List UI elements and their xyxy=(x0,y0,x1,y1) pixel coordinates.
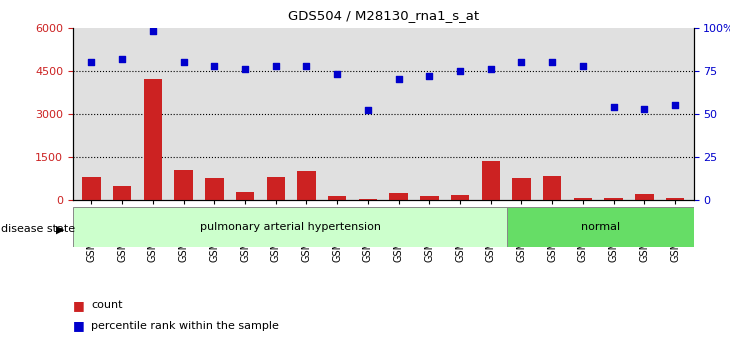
Bar xyxy=(543,176,561,200)
Bar xyxy=(297,171,315,200)
Point xyxy=(239,66,251,72)
Bar xyxy=(507,207,694,247)
Bar xyxy=(666,197,684,200)
Bar xyxy=(635,194,653,200)
Bar xyxy=(205,178,223,200)
Point xyxy=(546,59,558,65)
Bar xyxy=(574,197,592,200)
Text: GDS504 / M28130_rna1_s_at: GDS504 / M28130_rna1_s_at xyxy=(288,9,479,22)
Bar xyxy=(604,198,623,200)
Point xyxy=(669,102,681,108)
Text: percentile rank within the sample: percentile rank within the sample xyxy=(91,321,279,331)
Point xyxy=(423,73,435,79)
Bar xyxy=(174,170,193,200)
Text: ■: ■ xyxy=(73,319,85,333)
Point xyxy=(301,63,312,68)
Bar xyxy=(482,161,500,200)
Bar xyxy=(389,194,408,200)
Bar xyxy=(266,177,285,200)
Bar xyxy=(82,177,101,200)
Point xyxy=(147,28,158,34)
Bar xyxy=(328,196,347,200)
Text: ▶: ▶ xyxy=(55,225,64,234)
Point xyxy=(177,59,189,65)
Point xyxy=(270,63,282,68)
Bar xyxy=(512,178,531,200)
Bar xyxy=(420,196,439,200)
Text: normal: normal xyxy=(581,222,620,232)
Bar xyxy=(144,79,162,200)
Point xyxy=(209,63,220,68)
Point xyxy=(393,77,404,82)
Bar xyxy=(113,186,131,200)
Point xyxy=(639,106,650,111)
Point xyxy=(608,104,620,110)
Point xyxy=(85,59,97,65)
Text: pulmonary arterial hypertension: pulmonary arterial hypertension xyxy=(200,222,380,232)
Point xyxy=(485,66,496,72)
Text: ■: ■ xyxy=(73,299,85,312)
Point xyxy=(362,108,374,113)
Text: disease state: disease state xyxy=(1,225,76,234)
Point xyxy=(116,56,128,61)
Bar xyxy=(451,195,469,200)
Point xyxy=(454,68,466,73)
Bar xyxy=(236,192,254,200)
Bar xyxy=(73,207,507,247)
Bar xyxy=(358,199,377,200)
Point xyxy=(331,71,343,77)
Text: count: count xyxy=(91,300,123,310)
Point xyxy=(515,59,527,65)
Point xyxy=(577,63,589,68)
